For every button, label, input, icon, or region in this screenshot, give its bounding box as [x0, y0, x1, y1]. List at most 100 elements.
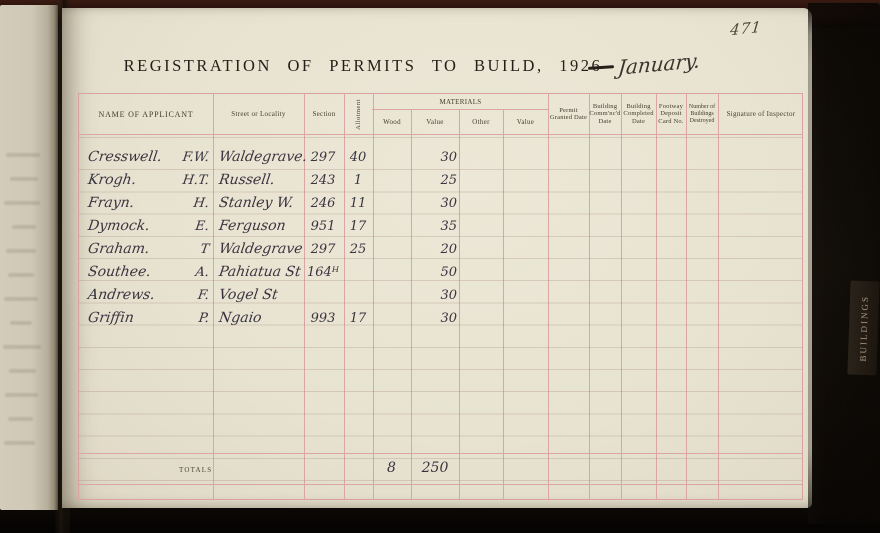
table-row: Cresswell. F.W. Waldegrave. 297 40 30 — [79, 146, 802, 169]
table-row: Krogh. H.T. Russell. 243 1 25 — [79, 169, 802, 192]
grid-line — [656, 94, 657, 499]
col-header-value2: Value — [516, 117, 535, 126]
ghost-handwriting — [4, 297, 38, 301]
section-number: 297 — [310, 150, 336, 165]
grid-line — [589, 94, 590, 499]
col-header-other: Other — [472, 117, 490, 126]
section-number: 297 — [310, 242, 336, 257]
header-bottom-line — [79, 134, 802, 135]
applicant-name: Dymock. — [86, 218, 151, 234]
col-header-section: Section — [312, 110, 336, 118]
title-handwritten-month: January. — [617, 48, 702, 80]
col-header-materials: MATERIALS — [439, 97, 482, 106]
applicant-initials: F.W. — [181, 150, 211, 165]
col-header-permit-granted: Permit Granted Date — [549, 106, 588, 122]
applicant-initials: H. — [192, 196, 211, 211]
permits-table: NAME OF APPLICANT Street or Locality Sec… — [78, 93, 803, 500]
grid-line — [718, 94, 719, 499]
facing-page-edge — [0, 5, 58, 510]
applicant-name: Graham. — [86, 241, 151, 257]
table-row: Andrews. F. Vogel St 30 — [79, 284, 802, 307]
applicant-initials: H.T. — [181, 173, 211, 188]
col-header-street: Street or Locality — [231, 110, 286, 118]
applicant-name: Andrews. — [86, 287, 156, 303]
applicant-name: Griffin — [86, 310, 135, 326]
applicant-name: Krogh. — [86, 172, 138, 188]
allotment-number: 1 — [353, 173, 363, 188]
ghost-handwriting — [10, 321, 32, 325]
col-header-signature: Signature of Inspector — [726, 110, 796, 118]
grid-line — [621, 94, 622, 499]
section-number: 164ᴴ — [307, 265, 339, 280]
section-number: 246 — [310, 196, 336, 211]
ghost-handwriting — [10, 177, 38, 181]
applicant-initials: F. — [196, 288, 211, 303]
allotment-number — [343, 261, 373, 284]
section-number: 243 — [310, 173, 336, 188]
grid-line — [344, 94, 345, 499]
material-value: 30 — [440, 150, 457, 165]
material-value: 35 — [440, 219, 457, 234]
ghost-handwriting — [4, 441, 35, 445]
material-value: 50 — [440, 265, 457, 280]
material-value: 20 — [440, 242, 457, 257]
street-locality: Ferguson — [217, 218, 287, 234]
totals-top-line — [79, 453, 802, 454]
street-locality: Pahiatua St — [217, 264, 302, 280]
totals-wood-count: 8 — [387, 460, 396, 476]
col-header-building-completed: Building Completed Date — [623, 102, 654, 125]
col-header-building-commenced: Building Comm'nc'd Date — [589, 102, 621, 125]
grid-line — [548, 94, 549, 499]
grid-line — [686, 94, 687, 499]
material-value: 30 — [440, 311, 457, 326]
material-value: 30 — [440, 196, 457, 211]
page-title: REGISTRATION OF PERMITS TO BUILD, 1926Ja… — [62, 48, 762, 79]
table-row: Graham. T Waldegrave 297 25 20 — [79, 238, 802, 261]
street-locality: Vogel St — [217, 287, 279, 303]
section-number — [303, 284, 343, 307]
applicant-name: Cresswell. — [86, 149, 163, 165]
material-value: 25 — [440, 173, 457, 188]
street-locality: Waldegrave — [217, 241, 304, 257]
ghost-handwriting — [6, 153, 40, 157]
applicant-initials: E. — [194, 219, 211, 234]
ghost-handwriting — [9, 369, 36, 373]
ghost-handwriting — [3, 345, 41, 349]
grid-line — [304, 94, 305, 499]
page-number: 471 — [729, 17, 763, 40]
ghost-handwriting — [8, 417, 33, 421]
table-row: Southee. A. Pahiatua St 164ᴴ 50 — [79, 261, 802, 284]
col-header-value1: Value — [426, 117, 444, 126]
allotment-number: 40 — [349, 150, 367, 165]
col-header-buildings-destroyed: Number of Buildings Destroyed — [688, 103, 716, 124]
allotment-number: 17 — [349, 219, 367, 234]
fore-edge-shading — [808, 3, 880, 524]
applicant-name: Southee. — [86, 264, 152, 280]
col-header-name: NAME OF APPLICANT — [98, 109, 194, 119]
section-number: 993 — [310, 311, 336, 326]
applicant-name: Frayn. — [86, 195, 136, 211]
totals-value-sum: 250 — [421, 460, 449, 476]
table-row: Frayn. H. Stanley W. 246 11 30 — [79, 192, 802, 215]
street-locality: Stanley W. — [217, 195, 295, 211]
street-locality: Waldegrave. — [217, 149, 309, 165]
table-row: Dymock. E. Ferguson 951 17 35 — [79, 215, 802, 238]
ghost-handwriting — [8, 273, 34, 277]
col-header-allotment: Allotment — [355, 98, 362, 130]
ledger-page: 471 REGISTRATION OF PERMITS TO BUILD, 19… — [62, 8, 812, 508]
totals-label: TOTALS — [179, 466, 213, 474]
ruled-lines — [79, 134, 802, 499]
section-number: 951 — [310, 219, 336, 234]
table-row: Griffin P. Ngaio 993 17 30 — [79, 307, 802, 330]
applicant-initials: P. — [197, 311, 211, 326]
buildings-label: BUILDINGS — [847, 280, 880, 376]
materials-divider-line — [372, 109, 548, 110]
street-locality: Russell. — [217, 172, 276, 188]
title-printed: REGISTRATION OF PERMITS TO BUILD, 192 — [123, 56, 592, 75]
ghost-handwriting — [4, 201, 40, 205]
applicant-initials: A. — [194, 265, 211, 280]
grid-line — [411, 109, 412, 499]
allotment-number — [343, 284, 373, 307]
material-value: 30 — [440, 288, 457, 303]
